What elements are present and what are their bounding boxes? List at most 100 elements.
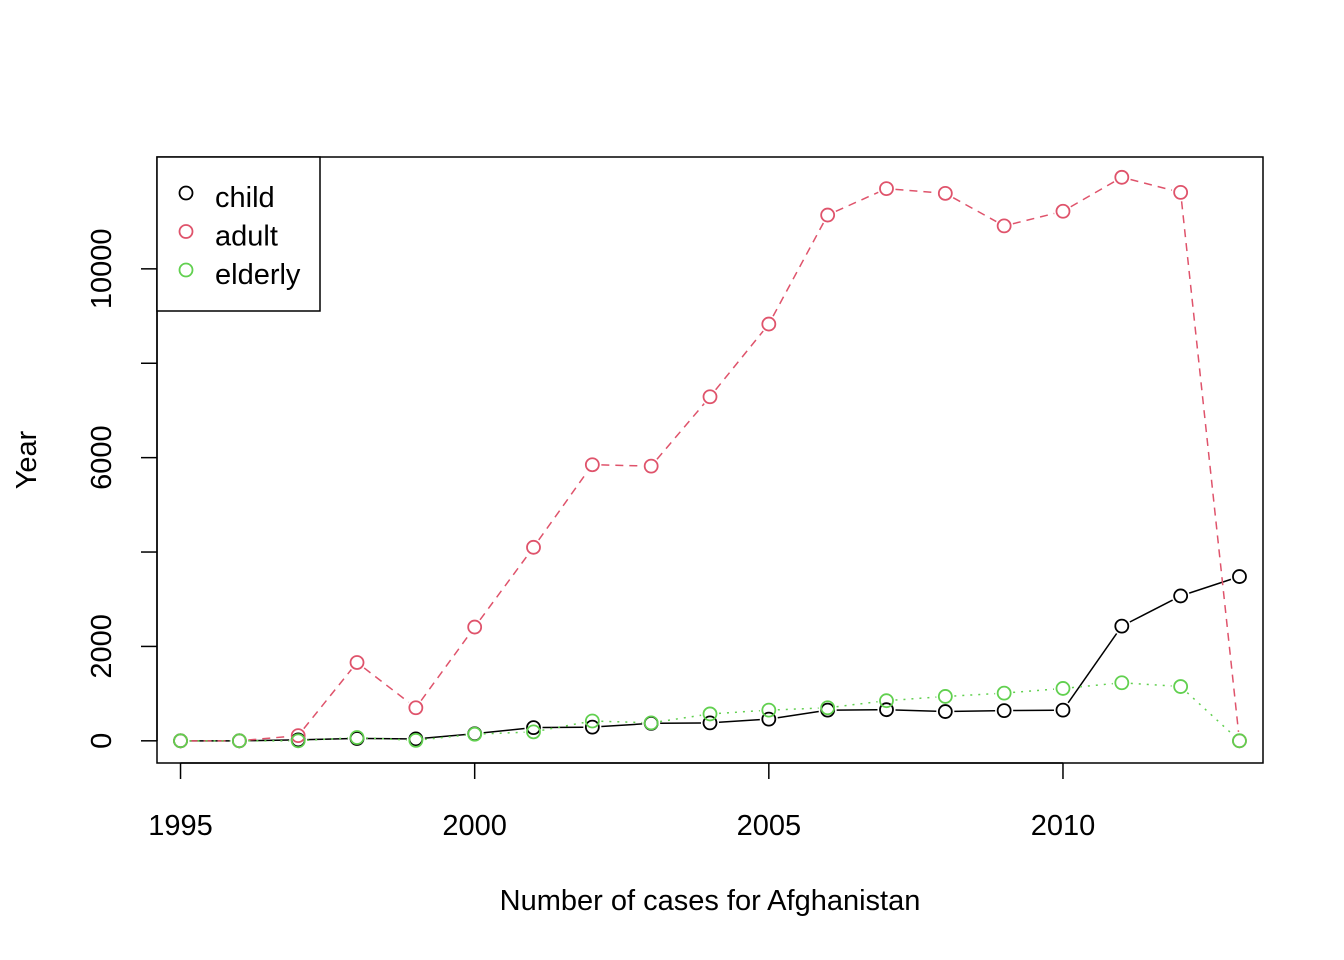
series-adult-point [1055,203,1071,219]
series-adult-point [761,316,777,332]
y-axis-label: Year [11,430,43,489]
series-elderly-point [937,689,953,704]
series-elderly-point [702,706,718,722]
series-elderly-point [584,713,600,729]
y-tick-label: 0 [86,733,118,749]
series-child-segment [424,733,466,739]
series-child-point [937,704,953,719]
series-elderly-point [290,733,306,749]
legend-marker-child [178,185,194,201]
series-elderly [173,675,1247,749]
series-child-segment [1067,633,1118,704]
series-adult-segment [248,735,290,741]
series-elderly-point [1114,675,1130,691]
series-adult-segment [420,633,470,701]
series-adult-segment [715,330,764,391]
series-elderly-segment [718,709,760,715]
legend-label-child: child [215,182,275,214]
series-adult-segment [772,222,825,317]
series-adult-point [702,389,718,405]
series-elderly-segment [836,701,878,708]
x-tick-label: 2005 [737,810,802,842]
series-adult-point [290,728,306,744]
series-elderly-segment [601,720,643,724]
series-adult-segment [479,554,529,621]
legend-marker-elderly [178,262,194,278]
x-tick-label: 2000 [442,810,507,842]
y-axis: 0 2000 6000 10000 [86,229,158,749]
y-tick-label: 6000 [86,425,118,490]
series-adult [173,169,1247,749]
legend-label-adult: adult [215,221,278,253]
series-elderly-segment [895,696,937,701]
series-layer [173,169,1247,749]
series-elderly-segment [1186,692,1234,736]
series-child-segment [1188,578,1232,594]
series-child-segment [954,710,996,713]
series-adult-point [820,207,836,223]
series-elderly-segment [777,707,819,711]
series-elderly-segment [542,721,584,731]
series-adult-segment [303,669,352,730]
series-child-segment [1129,599,1173,623]
series-elderly-segment [1071,682,1113,689]
series-elderly-point [1055,681,1071,696]
x-tick-label: 1995 [148,810,213,842]
series-elderly-point [761,702,777,718]
y-tick-label: 10000 [86,229,118,310]
series-adult-point [879,181,894,197]
legend-label-elderly: elderly [215,259,301,291]
series-child-segment [895,709,937,713]
series-adult-segment [538,471,588,541]
legend-marker-adult [178,224,194,239]
series-adult-segment [1180,201,1240,732]
series-child-point [1114,618,1130,634]
legend-box [156,156,321,312]
series-child-segment [307,737,349,741]
series-adult-point [408,700,424,716]
series-adult-segment [1012,212,1055,225]
series-adult-segment [1070,181,1115,208]
series-elderly-point [231,733,247,749]
series-adult-point [996,218,1012,234]
plot-frame [156,156,1264,764]
series-elderly-segment [1130,682,1172,687]
series-elderly-segment [954,692,996,697]
series-elderly-point [879,693,894,709]
series-child-segment [601,723,643,728]
series-adult-point [937,185,953,201]
series-adult-point [643,458,659,474]
series-child-point [1173,588,1189,604]
series-child-point [1232,569,1247,584]
series-adult-point [349,655,365,670]
x-axis: 1995 2000 2005 2010 [148,762,1096,842]
series-elderly-point [349,730,365,745]
series-elderly-segment [659,714,702,723]
x-axis-label: Number of cases for Afghanistan [500,885,921,917]
series-elderly-point [996,685,1012,701]
series-elderly-point [643,715,659,731]
series-adult-segment [895,188,937,194]
series-child-point [1055,702,1071,718]
series-elderly-point [467,726,483,742]
series-elderly-point [173,733,188,749]
series-child-point [761,711,777,727]
series-adult-point [467,619,483,635]
series-adult-point [584,457,600,473]
series-adult-segment [952,197,997,223]
series-child-point [879,702,894,718]
series-adult-point [526,539,541,555]
series-elderly-point [820,700,836,716]
series-adult-segment [601,464,643,467]
series-child-point [702,715,718,731]
series-elderly-point [408,732,424,748]
series-child-point [526,720,541,736]
series-adult-segment [835,191,879,213]
series-adult-segment [656,403,705,460]
x-tick-label: 2010 [1031,810,1096,842]
series-elderly-point [1173,679,1189,694]
series-elderly-point [526,724,541,740]
series-adult-segment [363,667,410,703]
series-adult-point [1114,169,1130,185]
